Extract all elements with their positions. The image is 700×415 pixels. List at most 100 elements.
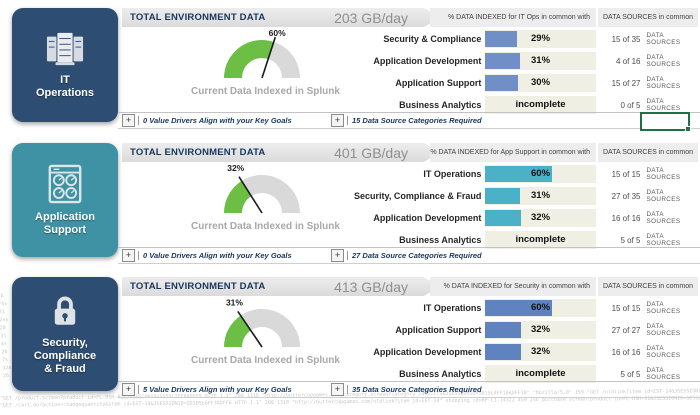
expand-button[interactable]: + — [331, 249, 344, 262]
bar-cell: 31% — [485, 52, 596, 70]
table-row: Business Analytics incomplete 5 of 5 DATA S… — [340, 365, 698, 383]
sources-count: 16 of 16 — [611, 213, 641, 223]
bar-cell: 30% — [485, 74, 596, 92]
bar-table: IT Operations 60% 15 of 15 DATA SOURCES Secu… — [340, 165, 698, 253]
value-drivers-note: 0 Value Drivers Align with your Key Goal… — [138, 251, 325, 260]
bar-cell: 60% — [485, 299, 596, 317]
sources-caption: DATA SOURCES — [646, 345, 681, 359]
value-drivers-note: 5 Value Drivers Align with your Key Goal… — [138, 385, 325, 394]
table-header: % DATA INDEXED for IT Ops in common with… — [430, 8, 698, 27]
data-sources-header: DATA SOURCES in common — [598, 8, 698, 27]
categories-note: 27 Data Source Categories Required — [347, 251, 482, 260]
sources-caption: DATA SOURCES — [646, 323, 681, 337]
bar — [485, 344, 521, 360]
sources-count: 27 of 27 — [611, 325, 641, 335]
bar — [485, 53, 520, 69]
sources-count: 27 of 35 — [611, 191, 641, 201]
expand-button[interactable]: + — [122, 383, 135, 396]
gb-per-day-value: 203 GB/day — [334, 9, 408, 26]
gb-per-day-value: 413 GB/day — [334, 278, 408, 295]
table-header: % DATA INDEXED for App Support in common… — [430, 143, 698, 162]
expand-button[interactable]: + — [331, 114, 344, 127]
gauges-icon — [48, 164, 82, 204]
sources-count: 4 of 16 — [616, 56, 641, 66]
sources-caption: DATA SOURCES — [646, 98, 681, 112]
expand-button[interactable]: + — [122, 114, 135, 127]
pct-value: 32% — [531, 212, 551, 223]
table-row: Application Development 31% 4 of 16 DATA SO… — [340, 52, 698, 70]
svg-text:31%: 31% — [226, 297, 243, 307]
bar-cell: incomplete — [485, 231, 596, 249]
sources-count: 15 of 15 — [611, 169, 641, 179]
categories-note: 35 Data Source Categories Required — [347, 385, 482, 394]
bar-cell: incomplete — [485, 365, 596, 383]
sources-caption: DATA SOURCES — [646, 301, 681, 315]
section-security-compliance-fraud: Security, Compliance & Fraud TOTAL ENVIRON… — [0, 275, 700, 405]
row-label: Business Analytics — [399, 235, 482, 245]
row-label: Application Support — [395, 78, 482, 88]
table-header: % DATA INDEXED for Security in common wi… — [430, 277, 698, 296]
tile-label: IT Operations — [36, 74, 94, 100]
sources-caption: DATA SOURCES — [646, 54, 681, 68]
sources-caption: DATA SOURCES — [646, 189, 681, 203]
total-environment-banner: TOTAL ENVIRONMENT DATA 203 GB/day — [122, 8, 440, 27]
tile-label: Security, Compliance & Fraud — [34, 337, 96, 376]
expand-button[interactable]: + — [122, 249, 135, 262]
banner-title: TOTAL ENVIRONMENT DATA — [130, 12, 266, 23]
total-environment-banner: TOTAL ENVIRONMENT DATA 401 GB/day — [122, 143, 440, 162]
pct-value: 31% — [531, 55, 551, 66]
tile-label-line: IT — [60, 74, 70, 86]
section-footer: + 0 Value Drivers Align with your Key Go… — [118, 112, 700, 129]
tile-application-support[interactable]: Application Support — [12, 143, 118, 257]
sources-caption: DATA SOURCES — [646, 32, 681, 46]
pct-indexed-header: % DATA INDEXED for Security in common wi… — [430, 277, 596, 296]
tile-security-compliance-fraud[interactable]: Security, Compliance & Fraud — [12, 277, 118, 391]
value-drivers-note: 0 Value Drivers Align with your Key Goal… — [138, 116, 325, 125]
fill-handle[interactable] — [685, 126, 691, 132]
bar-cell: 32% — [485, 209, 596, 227]
row-label: Security, Compliance & Fraud — [353, 191, 482, 201]
section-application-support: Application Support TOTAL ENVIRONMENT DAT… — [0, 141, 700, 271]
sources-caption: DATA SOURCES — [646, 76, 681, 90]
bar — [485, 75, 519, 91]
selected-cell[interactable] — [640, 112, 691, 132]
sources-count: 0 of 5 — [620, 100, 641, 110]
table-row: Application Support 32% 27 of 27 DATA SOURC… — [340, 321, 698, 339]
row-label: Application Development — [373, 347, 482, 357]
bar-cell: incomplete — [485, 96, 596, 114]
bar — [485, 188, 520, 204]
sources-count: 15 of 15 — [611, 303, 641, 313]
row-label: IT Operations — [423, 169, 482, 179]
row-label: Security & Compliance — [383, 34, 482, 44]
gauge-chart: 31% — [187, 297, 337, 353]
server-icon — [46, 32, 84, 66]
tile-label-line: Application — [35, 211, 95, 223]
table-row: Application Support 30% 15 of 27 DATA SOURC… — [340, 74, 698, 92]
row-label: IT Operations — [423, 303, 482, 313]
tile-label-line: Operations — [35, 87, 95, 99]
pct-indexed-header: % DATA INDEXED for App Support in common… — [430, 143, 596, 162]
bar-table: Security & Compliance 29% 15 of 35 DATA SOU… — [340, 30, 698, 118]
table-row: IT Operations 60% 15 of 15 DATA SOURCES — [340, 299, 698, 317]
tile-it-operations[interactable]: IT Operations — [12, 8, 118, 122]
bar — [485, 166, 552, 182]
bar-cell: 31% — [485, 187, 596, 205]
tile-label-line: Security, — [42, 336, 88, 349]
pct-value: incomplete — [515, 99, 566, 110]
tile-label: Application Support — [35, 211, 95, 237]
sources-caption: DATA SOURCES — [646, 233, 681, 247]
row-label: Business Analytics — [399, 100, 482, 110]
pct-value: 32% — [531, 346, 551, 357]
expand-button[interactable]: + — [331, 383, 344, 396]
bar-table: IT Operations 60% 15 of 15 DATA SOURCES Appl… — [340, 299, 698, 387]
pct-value: 29% — [531, 33, 551, 44]
table-row: Business Analytics incomplete 5 of 5 DATA S… — [340, 231, 698, 249]
bar — [485, 300, 552, 316]
gauge-chart: 60% — [187, 28, 337, 84]
row-label: Application Support — [395, 325, 482, 335]
gauge-chart: 32% — [187, 163, 337, 219]
data-sources-header: DATA SOURCES in common — [598, 277, 698, 296]
pct-value: 30% — [531, 77, 551, 88]
sources-caption: DATA SOURCES — [646, 367, 681, 381]
